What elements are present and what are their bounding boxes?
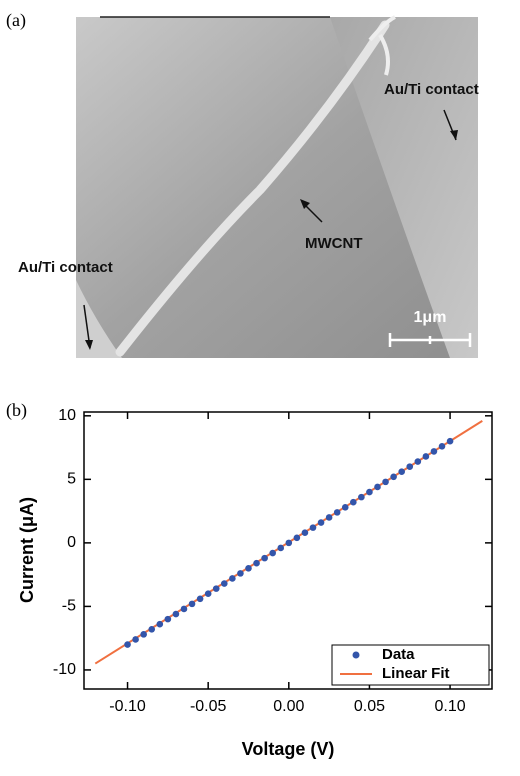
data-point [430,448,438,455]
data-point [156,620,164,628]
data-point [446,437,454,445]
data-point [229,575,236,582]
y-tick-label: 5 [67,471,76,488]
data-point [358,493,365,501]
data-point [196,595,204,603]
scale-bar [388,333,472,347]
data-point [132,636,139,643]
x-tick-label: 0.05 [354,698,385,715]
arrow-head [85,340,93,350]
panel-label: (b) [6,400,27,421]
x-axis-label: Voltage (V) [242,739,335,759]
data-point [140,631,147,638]
data-point [172,610,180,618]
y-tick-label: 10 [58,407,76,424]
data-point [204,590,212,598]
data-point [366,488,373,496]
data-point [382,478,389,486]
data-point [253,559,260,567]
data-point [188,600,196,608]
data-point [422,453,430,460]
data-point [124,641,131,648]
data-point [390,473,397,481]
data-point [317,519,325,526]
x-tick-label: 0.10 [435,698,466,715]
plot-frame [83,411,493,690]
data-point [398,468,405,476]
data-point [301,529,309,537]
data-point [245,564,252,572]
legend-label: Linear Fit [382,665,450,682]
nanotube-end [368,15,396,76]
data-point [374,483,381,491]
data-point [293,534,301,542]
data-point [414,458,422,465]
x-tick-label: 0.00 [273,698,304,715]
annotation: Au/Ti contact [18,259,113,276]
x-tick-label: -0.10 [109,698,146,715]
arrow-head [300,199,310,209]
data-point [212,585,220,592]
y-axis-label: Current (μA) [17,497,37,603]
sem-image [76,15,478,358]
data-point [333,509,341,516]
nanotube [115,20,390,357]
contact-region [330,17,478,358]
scale-bar-label: 1μm [414,309,447,326]
data-point [285,539,293,547]
panel-label: (a) [6,10,26,31]
data-point [350,498,357,506]
legend-swatch [352,651,360,659]
data-point [325,514,333,521]
data-point [221,580,228,587]
y-tick-label: 0 [67,534,76,551]
legend-box [331,644,490,686]
annotation: MWCNT [305,235,362,252]
data-point [164,615,172,623]
legend-label: Data [382,646,415,663]
arrow-head [450,130,458,140]
data-point [180,605,188,613]
data-point [237,570,244,577]
data-point [269,549,276,557]
data-point [309,524,317,531]
y-tick-label: -10 [53,661,76,678]
annotation: Au/Ti contact [384,81,479,98]
y-tick-label: -5 [62,598,76,615]
data-point [277,544,285,552]
data-point [261,554,268,562]
data-point [438,443,446,450]
data-point [406,463,414,470]
contact-region [76,280,122,358]
data-point [148,625,156,633]
x-tick-label: -0.05 [190,698,227,715]
data-point [341,503,349,511]
